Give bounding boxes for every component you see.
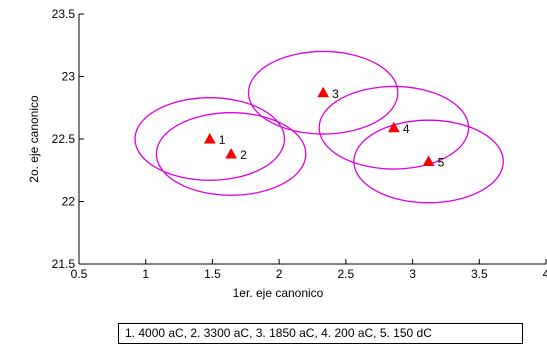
point-marker-5 xyxy=(422,155,435,166)
point-label-2: 2 xyxy=(240,148,247,162)
x-tick-label: 2 xyxy=(276,267,283,281)
point-label-1: 1 xyxy=(219,133,226,147)
point-label-3: 3 xyxy=(332,87,339,101)
point-label-5: 5 xyxy=(438,156,445,170)
x-tick-label: 4 xyxy=(543,267,547,281)
confidence-circle-2 xyxy=(155,112,307,196)
point-marker-2 xyxy=(225,147,237,159)
x-tick-label: 3.5 xyxy=(471,267,488,281)
confidence-circle-3 xyxy=(247,50,399,135)
y-tick-label: 21.5 xyxy=(52,257,76,271)
y-tick-label: 23 xyxy=(62,70,76,84)
point-marker-4 xyxy=(388,121,400,133)
confidence-circle-5 xyxy=(353,119,504,204)
point-marker-1 xyxy=(203,132,216,144)
y-tick-label: 23.5 xyxy=(52,7,76,21)
period-legend: 1. 4000 aC, 2. 3300 aC, 3. 1850 aC, 4. 2… xyxy=(118,323,523,344)
y-tick-label: 22 xyxy=(62,195,76,209)
confidence-circle-4 xyxy=(318,85,470,170)
confidence-circle-1 xyxy=(134,97,286,181)
x-tick-label: 1 xyxy=(142,267,149,281)
y-axis-label: 2o. eje canonico xyxy=(27,95,41,183)
x-tick-label: 1.5 xyxy=(204,267,221,281)
point-marker-3 xyxy=(317,86,330,98)
point-label-4: 4 xyxy=(403,122,410,136)
x-tick-label: 2.5 xyxy=(338,267,355,281)
legend-text: 1. 4000 aC, 2. 3300 aC, 3. 1850 aC, 4. 2… xyxy=(125,326,432,340)
y-tick-label: 22.5 xyxy=(52,132,76,146)
x-tick-label: 0.5 xyxy=(71,267,88,281)
x-tick-label: 3 xyxy=(409,267,416,281)
x-axis-label: 1er. eje canonico xyxy=(233,286,324,300)
